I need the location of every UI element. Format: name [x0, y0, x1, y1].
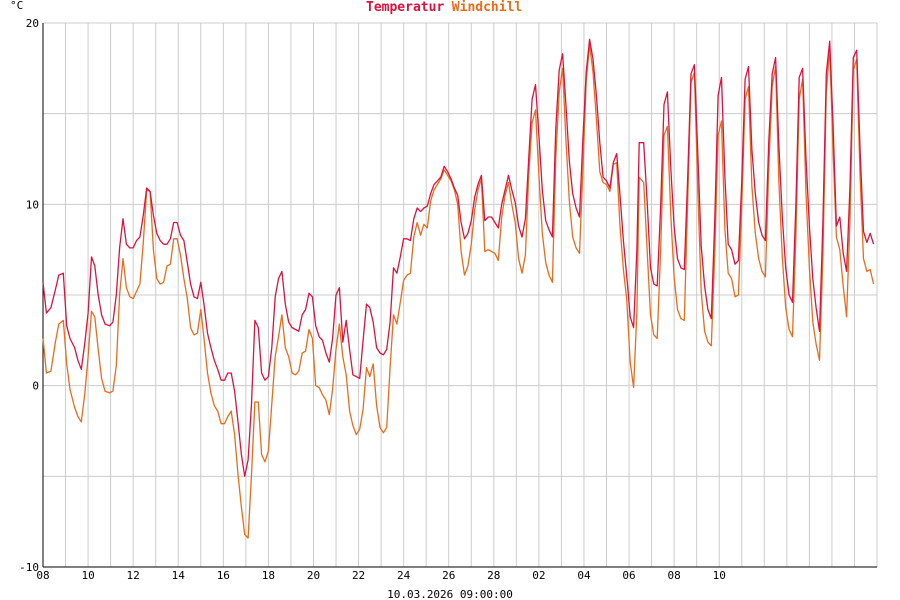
x-tick-label: 14	[172, 569, 186, 582]
x-tick-label: 26	[442, 569, 455, 582]
x-tick-label: 22	[352, 569, 365, 582]
y-tick-label: -10	[19, 561, 39, 574]
x-tick-label: 16	[217, 569, 230, 582]
x-tick-labels: 08 10 12 14 16 18 20 22 24 26 28 02 04 06 08 10	[36, 569, 725, 582]
x-tick-label: 04	[577, 569, 591, 582]
y-tick-labels: 20 10 0 -10	[19, 17, 39, 574]
x-tick-label: 12	[127, 569, 140, 582]
legend-windchill: Windchill	[452, 0, 522, 15]
y-axis-unit-label: °C	[10, 0, 23, 12]
grid	[42, 22, 878, 568]
x-tick-label: 28	[487, 569, 500, 582]
x-tick-label: 18	[262, 569, 275, 582]
x-tick-label: 20	[307, 569, 320, 582]
x-tick-label: 10	[81, 569, 94, 582]
x-tick-label: 08	[36, 569, 49, 582]
axes	[42, 23, 877, 568]
y-tick-label: 0	[32, 380, 39, 393]
x-tick-label: 10	[713, 569, 726, 582]
series-line-windchill	[42, 44, 875, 539]
x-tick-label: 08	[668, 569, 681, 582]
x-tick-label: 24	[397, 569, 411, 582]
y-tick-label: 10	[26, 198, 39, 211]
legend-temperatur: Temperatur	[366, 0, 444, 15]
series-line-temperatur	[42, 38, 875, 477]
timestamp-label: 10.03.2026 09:00:00	[387, 588, 513, 600]
chart-title: Temperatur Windchill	[366, 0, 522, 15]
x-tick-label: 06	[622, 569, 635, 582]
y-tick-label: 20	[26, 17, 39, 30]
x-tick-label: 02	[532, 569, 545, 582]
series-lines	[42, 38, 875, 539]
